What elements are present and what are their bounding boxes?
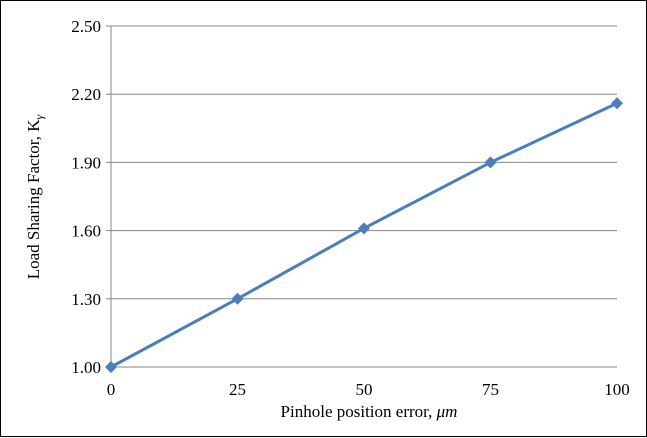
data-point-marker <box>611 97 623 110</box>
x-axis-title: Pinhole position error, μm <box>281 402 458 421</box>
x-tick-label: 100 <box>604 380 630 399</box>
data-point-marker <box>105 361 117 373</box>
x-tick-label: 25 <box>229 380 246 399</box>
y-tick-label: 1.30 <box>71 290 101 309</box>
grid-lines <box>111 25 617 300</box>
series-layer <box>105 97 623 373</box>
data-point-marker <box>231 292 244 305</box>
y-tick-label: 2.50 <box>71 17 101 36</box>
x-tick-label: 0 <box>107 380 116 399</box>
x-tick-labels: 0 25 50 75 100 <box>107 380 630 399</box>
data-point-marker <box>358 222 370 235</box>
x-tick-label: 50 <box>356 380 373 399</box>
y-tick-label: 1.60 <box>71 222 101 241</box>
y-axis-title: Load Sharing Factor, Kγ <box>24 114 46 279</box>
data-point-marker <box>484 156 497 169</box>
series-line <box>110 101 618 369</box>
y-tick-label: 1.00 <box>71 358 101 377</box>
y-tick-label: 1.90 <box>71 153 101 172</box>
y-tick-labels: 1.00 1.30 1.60 1.90 2.20 2.50 <box>71 17 101 377</box>
y-tick-label: 2.20 <box>71 85 101 104</box>
axes <box>106 25 617 368</box>
x-tick-label: 75 <box>482 380 499 399</box>
